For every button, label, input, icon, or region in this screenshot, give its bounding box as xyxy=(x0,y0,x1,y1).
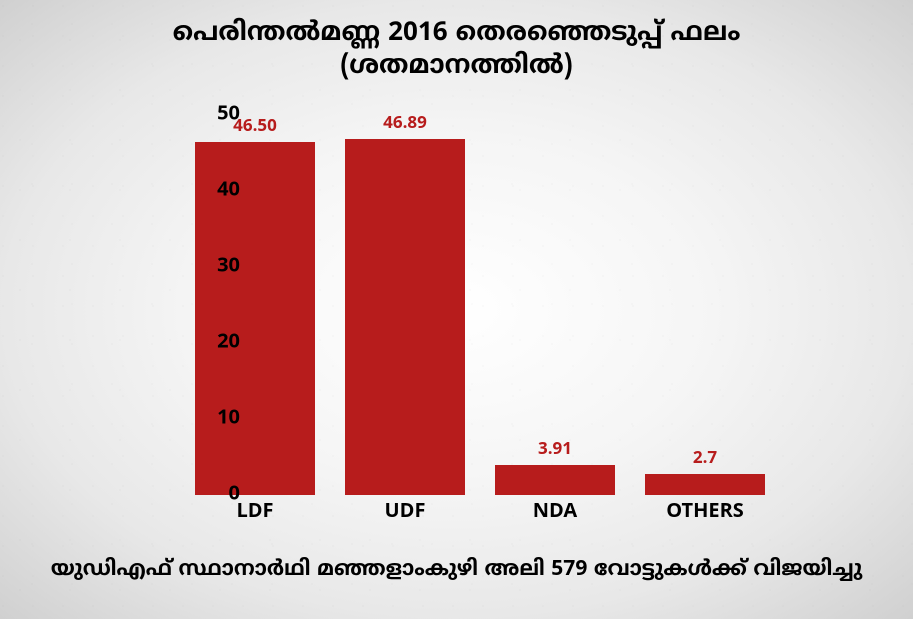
title-line-2: (ശതമാനത്തിൽ) xyxy=(0,51,913,84)
y-tick-label: 20 xyxy=(217,331,240,356)
y-tick-label: 50 xyxy=(217,103,240,128)
y-tick-label: 30 xyxy=(217,255,240,280)
bar xyxy=(645,474,765,495)
bar-chart: 46.50LDF46.89UDF3.91NDA2.7OTHERS 0 10 20 30… xyxy=(125,105,795,525)
category-label: LDF xyxy=(236,500,273,525)
y-tick-label: 0 xyxy=(229,483,240,508)
title-line-1: പെരിന്തൽമണ്ണ 2016 തെരഞ്ഞെടുപ്പ് ഫലം xyxy=(0,18,913,51)
bar-value-label: 3.91 xyxy=(538,439,572,461)
y-tick-label: 10 xyxy=(217,407,240,432)
y-tick-label: 40 xyxy=(217,179,240,204)
plot-area: 46.50LDF46.89UDF3.91NDA2.7OTHERS xyxy=(180,115,780,495)
bar-value-label: 46.89 xyxy=(383,113,427,135)
footer-text: യുഡിഎഫ് സ്ഥാനാർഥി മഞ്ഞളാംകുഴി അലി 579 വോ… xyxy=(0,558,913,584)
bar-value-label: 2.7 xyxy=(693,448,717,470)
category-label: OTHERS xyxy=(666,500,744,525)
chart-title: പെരിന്തൽമണ്ണ 2016 തെരഞ്ഞെടുപ്പ് ഫലം (ശതമ… xyxy=(0,18,913,83)
category-label: UDF xyxy=(385,500,426,525)
bar xyxy=(345,139,465,495)
category-label: NDA xyxy=(533,500,577,525)
bar xyxy=(195,142,315,495)
bar xyxy=(495,465,615,495)
